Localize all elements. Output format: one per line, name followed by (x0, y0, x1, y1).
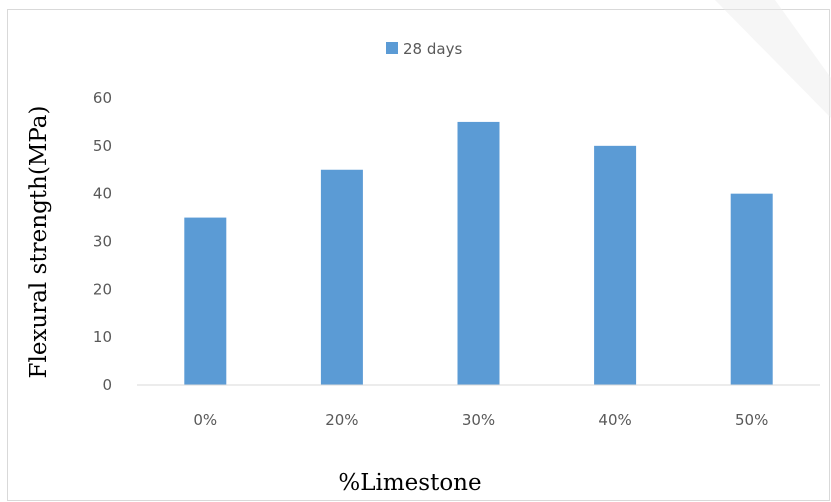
bar (594, 145, 637, 385)
x-tick-label: 30% (462, 411, 495, 429)
x-axis-title: %Limestone (338, 470, 481, 496)
y-tick-label: 30 (93, 233, 112, 251)
bars (184, 121, 773, 386)
bar (320, 169, 363, 385)
y-tick-label: 40 (93, 185, 112, 203)
y-axis-title: Flexural strength(MPa) (26, 106, 52, 379)
x-tick-label: 20% (325, 411, 358, 429)
y-tick-label: 20 (93, 280, 112, 298)
x-tick-label: 50% (735, 411, 768, 429)
bar (457, 121, 500, 386)
legend-label: 28 days (403, 40, 462, 58)
legend-swatch (386, 42, 398, 54)
x-tick-label: 40% (598, 411, 631, 429)
bar (730, 193, 773, 385)
y-tick-label: 50 (93, 137, 112, 155)
y-tick-label: 60 (93, 89, 112, 107)
x-axis-ticks: 0% 20% 30% 40% 50% (193, 411, 768, 429)
legend: 28 days (386, 40, 462, 58)
x-tick-label: 0% (193, 411, 217, 429)
y-tick-label: 10 (93, 328, 112, 346)
y-tick-label: 0 (102, 376, 112, 394)
bar (184, 217, 227, 385)
chart-frame (7, 9, 830, 501)
y-axis-ticks: 0 10 20 30 40 50 60 (93, 89, 112, 394)
